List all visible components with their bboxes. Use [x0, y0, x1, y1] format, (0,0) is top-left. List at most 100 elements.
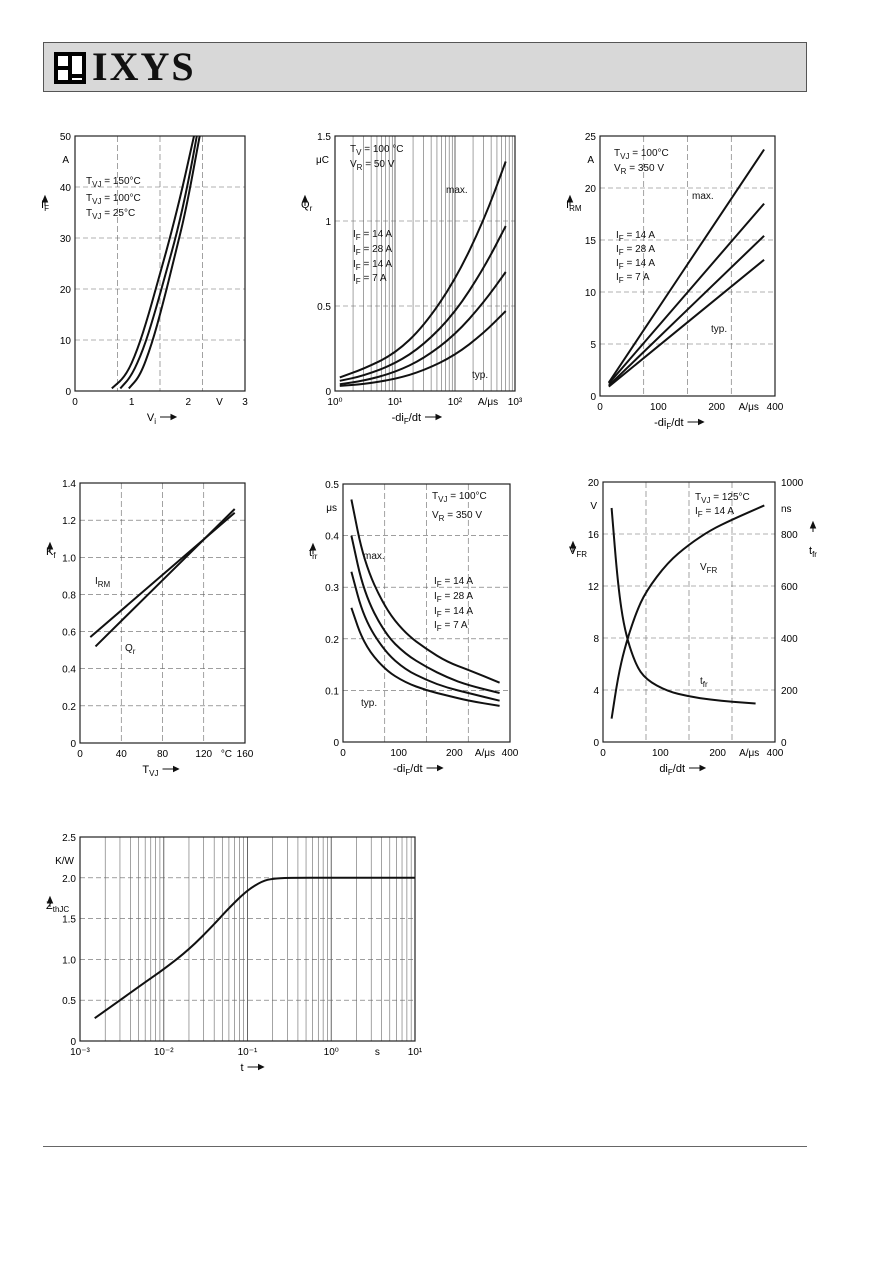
x-axis-label: -diF/dt	[654, 417, 683, 431]
x-axis-arrow-icon	[247, 1063, 265, 1071]
y-tick-label: 16	[588, 530, 600, 541]
plot-frame	[79, 836, 416, 1042]
x-tick-label: 3	[242, 397, 248, 408]
chart-annotation: TVJ = 125°C	[695, 492, 750, 505]
y-tick-label: 0.5	[325, 480, 339, 491]
y-tick-label: 10	[585, 288, 597, 299]
x-tick-label: A/μs	[478, 397, 498, 408]
y-tick-label: 8	[593, 634, 599, 645]
x-tick-label: 10¹	[388, 397, 403, 408]
chart-annotation: IF = 28 A	[353, 244, 392, 257]
series-line-3	[339, 271, 507, 386]
chart-annotation: max.	[446, 185, 468, 196]
y-tick-label: 0.2	[62, 702, 76, 713]
x-tick-label: 100	[390, 748, 407, 759]
y-tick-label: 1.0	[62, 955, 76, 966]
y-tick-label: 2.5	[62, 833, 76, 844]
y2-axis-label: tfr	[809, 545, 817, 559]
chart-annotation: typ.	[472, 370, 488, 381]
grid	[79, 836, 415, 1042]
y-tick-label: 10	[60, 336, 72, 347]
y-unit: A	[587, 155, 594, 166]
plot-frame	[74, 135, 246, 392]
y-tick-label: 0.1	[325, 686, 339, 697]
x-tick-label: 10⁻²	[154, 1047, 174, 1058]
x-tick-label: 40	[116, 749, 128, 760]
plot-frame	[599, 135, 776, 397]
y2-unit: ns	[781, 504, 792, 515]
x-tick-label: 10⁰	[324, 1047, 339, 1058]
y-tick-label: 0.5	[62, 996, 76, 1007]
chart-annotation: TVJ = 25°C	[86, 208, 135, 221]
y2-tick-label: 1000	[781, 478, 804, 489]
series-line-2	[339, 225, 507, 382]
x-axis-label: Vi	[147, 412, 156, 426]
x-axis-arrow-icon	[426, 764, 444, 772]
chart-annotation: IF = 28 A	[616, 244, 655, 257]
y-tick-label: 0	[590, 392, 596, 403]
y-tick-label: 1.4	[62, 479, 76, 490]
y-tick-label: 15	[585, 236, 597, 247]
y-tick-label: 0.4	[325, 532, 339, 543]
x-tick-label: 400	[767, 402, 784, 413]
x-axis-label: -diF/dt	[393, 763, 422, 777]
x-axis-arrow-icon	[687, 418, 705, 426]
x-tick-label: 160	[237, 749, 254, 760]
chart-annotation: IRM	[95, 576, 111, 589]
plot-frame	[79, 482, 246, 744]
x-axis-arrow-icon	[689, 764, 707, 772]
y-tick-label: 4	[593, 686, 599, 697]
series-line-4	[608, 259, 765, 388]
y-tick-label: 5	[590, 340, 596, 351]
y-unit: V	[590, 501, 597, 512]
x-tick-label: 200	[709, 748, 726, 759]
y-tick-label: 0.5	[317, 302, 331, 313]
x-tick-label: 0	[600, 748, 606, 759]
chart-3: 0 5 10 15 20 25 0 100 200 A/μs 400 A IRM -diF/dt TVJ =…	[566, 132, 784, 431]
x-tick-label: 100	[650, 402, 667, 413]
chart-7: 00.51.01.52.02.510⁻³ 10⁻² 10⁻¹ 10⁰ s 10¹K/WZt…	[46, 833, 423, 1074]
chart-annotation: IF = 14 A	[616, 230, 655, 243]
chart-5: 0 0.1 0.2 0.3 0.4 0.5 0 100 200 A/μs 400 μs trr -diF/…	[309, 480, 519, 777]
series-line-3	[128, 135, 201, 390]
x-axis-label: -diF/dt	[392, 412, 421, 426]
y2-tick-label: 800	[781, 530, 798, 541]
footer-divider	[43, 1146, 807, 1147]
series-line-3	[350, 571, 500, 702]
chart-annotation: Qr	[125, 643, 136, 656]
y-axis-arrow-icon	[46, 541, 54, 553]
chart-annotation: IF = 7 A	[616, 272, 650, 285]
y-tick-label: 0.6	[62, 628, 76, 639]
x-tick-label: 80	[157, 749, 169, 760]
chart-annotation: IF = 7 A	[353, 273, 387, 286]
series-line-2	[350, 535, 500, 694]
series-line-4	[339, 310, 507, 387]
y-tick-label: 30	[60, 234, 72, 245]
x-tick-label: 10⁰	[327, 397, 342, 408]
x-tick-label: 400	[502, 748, 519, 759]
x-tick-label: 200	[446, 748, 463, 759]
series-line-1	[94, 876, 415, 1020]
y-tick-label: 1.0	[62, 553, 76, 564]
y-tick-label: 0.3	[325, 583, 339, 594]
x-tick-label: 10²	[448, 397, 463, 408]
y-tick-label: 1.5	[317, 132, 331, 143]
series-line-2	[608, 202, 765, 385]
series-line-4	[350, 607, 500, 707]
y-tick-label: 20	[585, 184, 597, 195]
x-tick-label: A/μs	[475, 748, 495, 759]
y-tick-label: 1.5	[62, 915, 76, 926]
y-tick-label: 0	[593, 738, 599, 749]
y-tick-label: 40	[60, 183, 72, 194]
y-axis-arrow-icon	[569, 540, 577, 552]
y-tick-label: 0.8	[62, 590, 76, 601]
y-tick-label: 0.2	[325, 635, 339, 646]
y2-tick-label: 400	[781, 634, 798, 645]
y-axis-arrow-icon	[309, 542, 317, 554]
chart-annotation: VR = 50 V	[350, 159, 395, 172]
chart-annotation: TVJ = 100°C	[432, 491, 487, 504]
x-tick-label: 0	[72, 397, 78, 408]
y-tick-label: 2.0	[62, 874, 76, 885]
chart-annotation: IF = 7 A	[434, 620, 468, 633]
